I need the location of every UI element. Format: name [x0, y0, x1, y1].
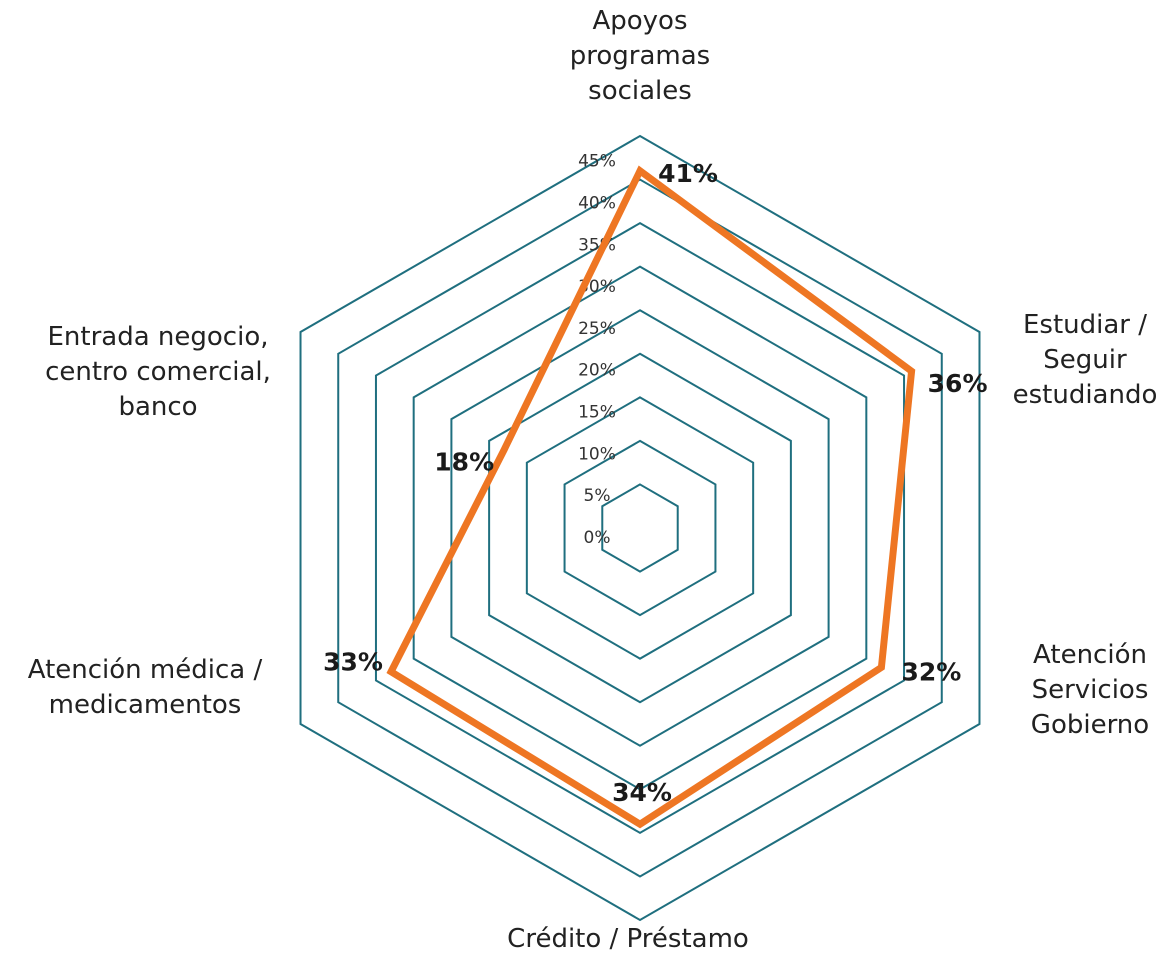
value-label: 41% [658, 159, 718, 188]
value-label: 34% [612, 778, 672, 807]
tick-label: 0% [584, 528, 611, 548]
value-label: 33% [323, 648, 383, 677]
grid-ring [337, 178, 943, 878]
category-label: Apoyos programas sociales [569, 6, 711, 106]
value-label: 36% [928, 369, 988, 398]
category-label: Atención Servicios Gobierno [1030, 640, 1150, 740]
series-line [386, 165, 916, 829]
grid-ring [563, 439, 717, 617]
grid-ring [525, 396, 755, 660]
tick-label: 40% [578, 193, 616, 213]
tick-label: 10% [578, 444, 616, 464]
grid-ring [488, 352, 792, 704]
value-label: 32% [901, 657, 961, 686]
tick-label: 15% [578, 403, 616, 423]
grid-ring [601, 483, 679, 573]
category-label: Estudiar / Seguir estudiando [1012, 310, 1158, 410]
tick-label: 25% [578, 319, 616, 339]
tick-label: 20% [578, 361, 616, 381]
category-label: Entrada negocio, centro comercial, banco [45, 322, 271, 422]
value-label: 18% [434, 448, 494, 477]
category-label: Crédito / Préstamo [507, 924, 749, 954]
grid-ring [299, 134, 981, 922]
grid-ring [412, 265, 868, 791]
grid-ring [450, 309, 830, 747]
tick-label: 45% [578, 152, 616, 172]
tick-label: 5% [584, 486, 611, 506]
category-label: Atención médica / medicamentos [27, 655, 263, 720]
grid-ring [374, 221, 906, 835]
